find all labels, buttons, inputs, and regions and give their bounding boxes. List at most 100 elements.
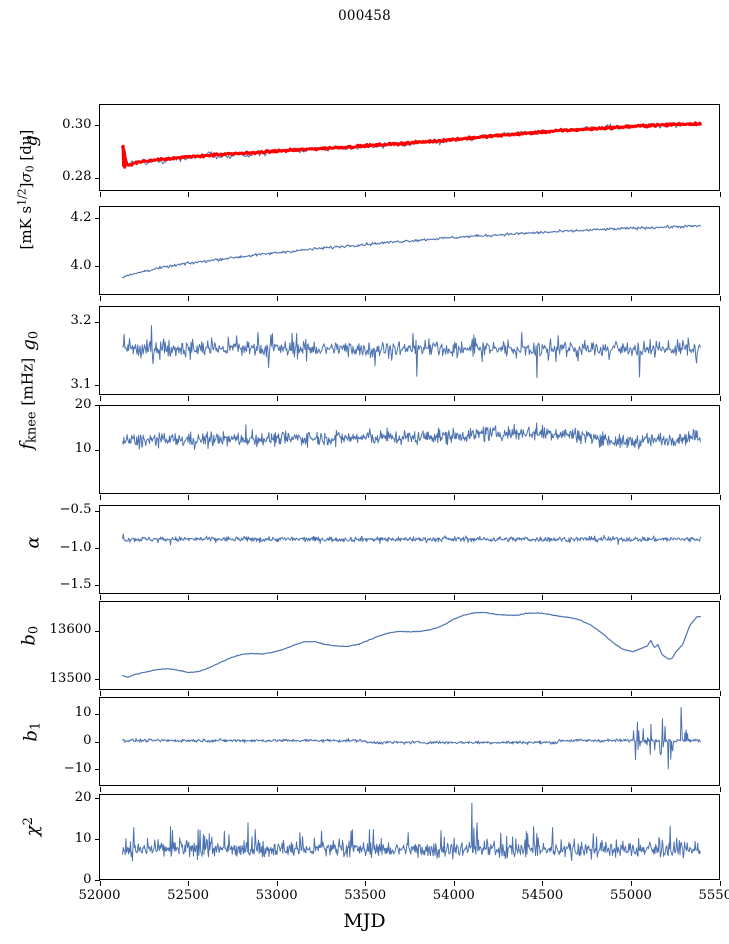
data-line	[122, 533, 701, 546]
tick-mark	[541, 396, 543, 401]
tick-mark	[95, 265, 100, 267]
data-line	[121, 144, 127, 169]
tick-mark	[541, 595, 543, 600]
x-tick-label: 55500	[698, 888, 729, 903]
tick-mark	[99, 787, 101, 792]
tick-mark	[719, 691, 721, 696]
data-line	[122, 422, 701, 450]
y-tick-label: 3.2	[70, 313, 92, 329]
tick-mark	[95, 584, 100, 586]
ylabel-fknee-unit: [mHz]	[18, 357, 37, 406]
tick-mark	[453, 396, 455, 401]
panel-alpha	[99, 505, 720, 594]
y-tick-label: −1.0	[59, 539, 92, 555]
ylabel-sigma0-unitright: [du]	[16, 129, 35, 161]
tick-mark	[719, 495, 721, 500]
y-tick-label: 0.30	[62, 116, 92, 132]
y-tick-label: 3.1	[70, 376, 92, 392]
tick-mark	[453, 595, 455, 600]
tick-mark	[541, 691, 543, 696]
tick-mark	[95, 547, 100, 549]
panel-chi2	[99, 794, 720, 880]
tick-mark	[99, 192, 101, 197]
data-line	[122, 224, 701, 279]
ylabel-sigma0-symbol: σ	[16, 171, 35, 183]
figure-title: 000458	[338, 8, 391, 24]
tick-mark	[276, 595, 278, 600]
tick-mark	[276, 495, 278, 500]
tick-mark	[95, 797, 100, 799]
ylabel-chi2-sup: 2	[20, 817, 36, 826]
tick-mark	[364, 691, 366, 696]
panel-plot-area	[122, 533, 701, 546]
x-tick-label: 54000	[432, 888, 475, 903]
tick-mark	[630, 495, 632, 500]
tick-mark	[187, 192, 189, 197]
y-tick-label: −10	[63, 760, 92, 776]
tick-mark	[276, 296, 278, 301]
y-tick-label: 0	[83, 871, 92, 887]
tick-mark	[364, 192, 366, 197]
ylabel-sigma0-exp: 1/2	[15, 187, 29, 206]
tick-mark	[364, 296, 366, 301]
tick-mark	[541, 296, 543, 301]
tick-mark	[187, 495, 189, 500]
tick-mark	[719, 595, 721, 600]
tick-mark	[99, 396, 101, 401]
y-tick-label: 13600	[49, 622, 92, 638]
data-line	[122, 706, 701, 770]
y-tick-label: 0.28	[62, 169, 92, 185]
tick-mark	[95, 510, 100, 512]
tick-mark	[276, 787, 278, 792]
tick-mark	[95, 449, 100, 451]
y-tick-label: −1.5	[59, 576, 92, 592]
tick-mark	[95, 713, 100, 715]
tick-mark	[364, 787, 366, 792]
tick-mark	[630, 396, 632, 401]
ylabel-g0-sub: 0	[26, 330, 42, 339]
tick-mark	[95, 384, 100, 386]
panel-sigma0	[99, 206, 720, 295]
panel-plot-area	[122, 422, 701, 450]
panel-g0	[99, 306, 720, 395]
y-tick-label: 10	[74, 441, 92, 456]
tick-mark	[630, 787, 632, 792]
y-tick-label: 0	[83, 733, 92, 748]
tick-mark	[99, 495, 101, 500]
ylabel-sigma0-bracket: ]	[16, 182, 35, 188]
ylabel-sigma0-unitleft: [mK s	[16, 205, 35, 250]
xaxis-label: MJD	[343, 910, 386, 932]
panel-plot-area	[122, 224, 701, 279]
tick-mark	[364, 881, 366, 886]
tick-mark	[99, 881, 101, 886]
tick-mark	[276, 881, 278, 886]
tick-mark	[453, 787, 455, 792]
tick-mark	[95, 321, 100, 323]
panel-plot-area	[121, 611, 701, 678]
tick-mark	[95, 217, 100, 219]
x-tick-label: 53500	[344, 888, 387, 903]
tick-mark	[541, 192, 543, 197]
panel-g	[99, 104, 720, 191]
tick-mark	[187, 396, 189, 401]
ylabel-fknee-symbol: f	[16, 442, 38, 450]
tick-mark	[630, 296, 632, 301]
tick-mark	[95, 879, 100, 881]
tick-mark	[453, 296, 455, 301]
tick-mark	[95, 678, 100, 680]
y-tick-label: 10	[74, 705, 92, 721]
tick-mark	[187, 881, 189, 886]
tick-mark	[95, 124, 100, 126]
tick-mark	[630, 691, 632, 696]
x-tick-label: 53000	[255, 888, 298, 903]
ylabel-b1-sub: 1	[28, 721, 44, 730]
x-tick-label: 54500	[521, 888, 564, 903]
data-line	[121, 611, 701, 678]
tick-mark	[95, 177, 100, 179]
panel-b1	[99, 697, 720, 786]
data-line	[121, 121, 702, 167]
tick-mark	[453, 881, 455, 886]
data-line	[122, 325, 701, 378]
panel-plot-area	[122, 325, 701, 378]
